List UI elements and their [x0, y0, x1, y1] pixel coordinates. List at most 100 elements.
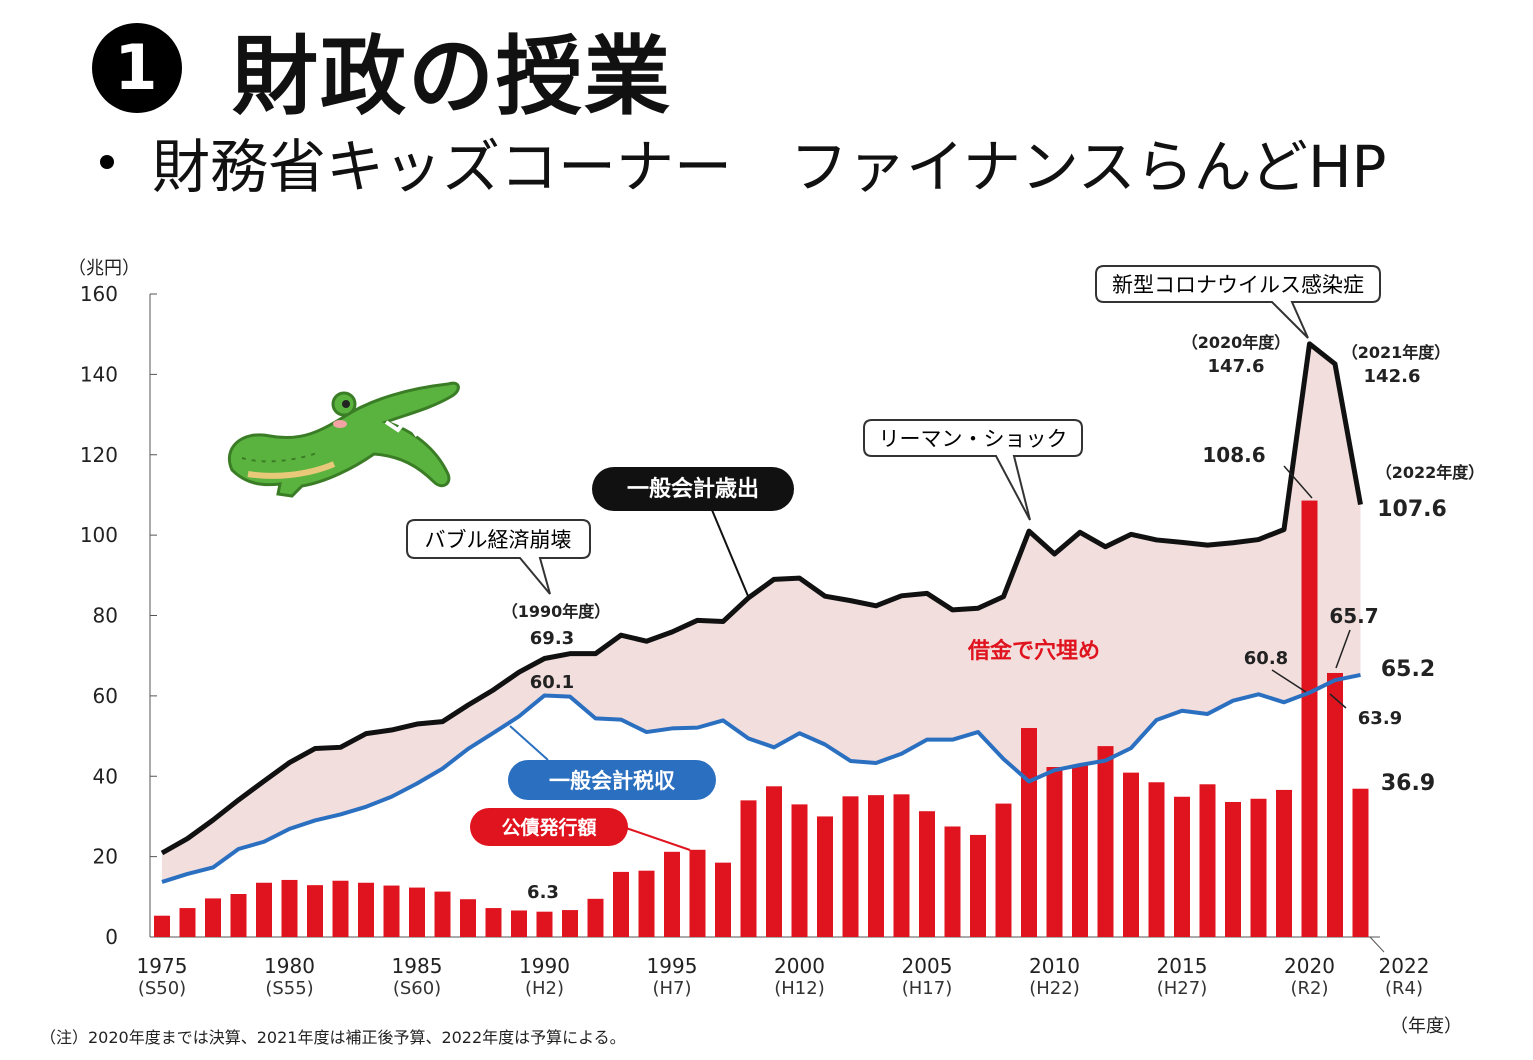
x-tick-era-label: (S60) [393, 978, 441, 999]
label-exp2021: 142.6 [1364, 366, 1421, 387]
bond-bar [1123, 772, 1139, 937]
bond-bar [332, 880, 349, 937]
label-fy1990: （1990年度） [502, 602, 611, 621]
x-tick-label: 2010 [1029, 954, 1080, 978]
x-tick-label: 2005 [902, 954, 953, 978]
label-leaders [1271, 465, 1351, 709]
x-tick-label: 2015 [1157, 954, 1208, 978]
bubble-callout: バブル経済崩壊 [406, 519, 591, 595]
y-tick-label: 0 [105, 925, 118, 949]
bond-bar [179, 908, 196, 937]
legend-bonds: 公債発行額 [470, 808, 691, 851]
bond-bar [1301, 500, 1318, 937]
bond-bar [256, 882, 272, 937]
bond-bar [1199, 784, 1216, 937]
label-fy2022: （2022年度） [1376, 463, 1485, 482]
x-tick-era-label: (R2) [1290, 978, 1328, 999]
label-tax1990: 60.1 [530, 672, 574, 693]
bond-bar [1276, 789, 1292, 937]
bond-bar [460, 899, 476, 937]
y-tick-label: 20 [93, 845, 118, 869]
y-axis-unit: （兆円） [68, 258, 140, 279]
bond-bar [638, 870, 655, 937]
x-tick-era-label: (H12) [774, 978, 824, 999]
expenditure-line [160, 341, 1363, 856]
deficit-area [162, 343, 1361, 882]
bond-bar [842, 796, 859, 937]
label-fy2020: （2020年度） [1182, 333, 1291, 352]
lehman-callout: リーマン・ショック [863, 419, 1083, 521]
x-tick-era-label: (H7) [652, 978, 691, 999]
bond-bar [970, 834, 986, 937]
legend-bonds-label: 公債発行額 [501, 816, 596, 839]
bond-bar [358, 882, 374, 937]
bond-bar [1352, 788, 1369, 937]
label-bond2020: 108.6 [1202, 443, 1265, 467]
footnote: （注）2020年度までは決算、2021年度は補正後予算、2022年度は予算による… [40, 1028, 626, 1047]
x-tick-label: 1990 [519, 954, 570, 978]
bond-bar [1250, 798, 1267, 937]
bond-bar [434, 891, 451, 937]
bubble-label: バブル経済崩壊 [425, 528, 572, 552]
y-tick-label: 100 [80, 523, 118, 547]
gap-annotation: 借金で穴埋め [967, 638, 1100, 664]
bond-bar [791, 804, 808, 937]
x-tick-era-label: (R4) [1385, 978, 1423, 999]
bond-bar [919, 811, 935, 937]
x-tick-label: 1985 [392, 954, 443, 978]
bond-bar [1225, 801, 1241, 937]
x-tick-label: 1975 [137, 954, 188, 978]
subheading-text: 財務省キッズコーナー ファイナンスらんどHP [152, 133, 1387, 201]
legend-expenditure: 一般会計歳出 [592, 467, 794, 597]
label-fy2021: （2021年度） [1342, 343, 1451, 362]
bond-bar [485, 908, 502, 937]
bond-bar [1327, 672, 1343, 937]
label-tax2020: 60.8 [1244, 648, 1288, 669]
axis-layer: 0 20 40 60 80 100 120 140 160 1975(S50) 1980(S55) 1… [80, 282, 1430, 999]
bond-bar [511, 910, 527, 937]
x-tick-label: 2020 [1284, 954, 1335, 978]
bond-bar [664, 851, 680, 937]
label-bond1990: 6.3 [527, 882, 559, 903]
bond-bar [995, 803, 1012, 937]
bond-bar [868, 795, 884, 937]
x-tick-label: 1980 [264, 954, 315, 978]
y-tick-label: 40 [93, 764, 118, 788]
bond-bar [1021, 728, 1037, 937]
bond-bar [230, 893, 247, 937]
bond-bar [740, 800, 757, 937]
corona-label: 新型コロナウイルス感染症 [1112, 273, 1364, 297]
deficit-area-layer [162, 343, 1361, 882]
bond-bar [715, 862, 731, 937]
slide-title: 財政の授業 [232, 26, 672, 127]
legend-tax-label: 一般会計税収 [549, 769, 676, 793]
crocodile-icon [228, 381, 460, 498]
bond-bar [1072, 764, 1088, 937]
label-exp2022: 107.6 [1377, 497, 1447, 522]
bond-bar [613, 871, 629, 937]
bond-bar [536, 911, 553, 937]
label-bond2021: 65.7 [1329, 604, 1378, 628]
bullet-icon [100, 155, 114, 169]
bond-bar [1148, 782, 1165, 937]
bond-bar [766, 786, 782, 937]
lehman-label: リーマン・ショック [879, 427, 1068, 451]
y-tick-label: 160 [80, 282, 118, 306]
label-exp1990: 69.3 [530, 628, 574, 649]
bond-bar [154, 915, 170, 937]
bond-bars-layer [154, 500, 1369, 937]
x-tick-label: 1995 [647, 954, 698, 978]
bond-bar [409, 887, 425, 937]
bond-bar [281, 879, 298, 937]
bond-bar [1174, 796, 1190, 937]
bond-bar [562, 910, 578, 937]
x-axis-unit: （年度） [1390, 1016, 1462, 1037]
bond-bar [307, 885, 323, 937]
bond-bar [587, 898, 604, 937]
legend-tax: 一般会計税収 [508, 725, 716, 800]
x-tick-label: 2022 [1379, 954, 1430, 978]
label-tax2021: 63.9 [1358, 708, 1402, 729]
bond-bar [205, 898, 221, 937]
label-tax2022: 65.2 [1381, 657, 1435, 682]
